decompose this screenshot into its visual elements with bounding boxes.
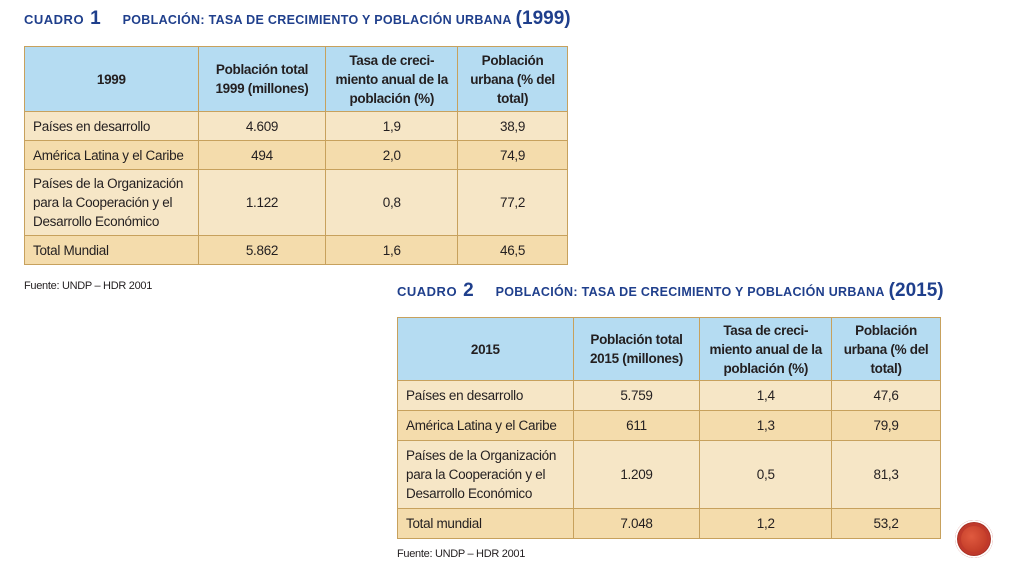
table-header-row: 1999 Población total 1999 (millones) Tas… bbox=[24, 46, 568, 112]
table-row: Países en desarrollo 5.759 1,4 47,6 bbox=[397, 380, 941, 411]
row-label: Países de la Organización para la Cooper… bbox=[24, 169, 199, 236]
cell-urbana: 81,3 bbox=[831, 440, 941, 509]
cell-total: 1.122 bbox=[197, 169, 327, 236]
cuadro-2-source: Fuente: UNDP – HDR 2001 bbox=[397, 548, 526, 560]
table-row: Total Mundial 5.862 1,6 46,5 bbox=[24, 235, 568, 265]
cell-tasa: 1,2 bbox=[699, 508, 833, 539]
cuadro-1-number: 1 bbox=[90, 8, 101, 29]
cuadro-2-title: CUADRO 2 POBLACIÓN: TASA DE CRECIMIENTO Y … bbox=[397, 280, 944, 302]
cell-tasa: 2,0 bbox=[325, 140, 459, 170]
column-header-total: Población total 1999 (millones) bbox=[197, 46, 327, 112]
row-label: Países de la Organización para la Cooper… bbox=[397, 440, 574, 509]
column-header-urbana: Población urbana (% del total) bbox=[457, 46, 568, 112]
table-row: Total mundial 7.048 1,2 53,2 bbox=[397, 508, 941, 539]
slide-nav-button[interactable] bbox=[955, 520, 993, 558]
cuadro-1-title: CUADRO 1 POBLACIÓN: TASA DE CRECIMIENTO Y … bbox=[24, 8, 571, 30]
cell-urbana: 46,5 bbox=[457, 235, 568, 265]
cell-urbana: 53,2 bbox=[831, 508, 941, 539]
cell-urbana: 38,9 bbox=[457, 111, 568, 141]
table-row: Países de la Organización para la Cooper… bbox=[397, 440, 941, 509]
cell-urbana: 74,9 bbox=[457, 140, 568, 170]
cuadro-2-number: 2 bbox=[463, 280, 474, 301]
table-header-row: 2015 Población total 2015 (millones) Tas… bbox=[397, 317, 941, 381]
cell-total: 611 bbox=[572, 410, 701, 441]
column-header-year: 1999 bbox=[24, 46, 199, 112]
column-header-urbana: Población urbana (% del total) bbox=[831, 317, 941, 381]
cell-urbana: 47,6 bbox=[831, 380, 941, 411]
column-header-total: Población total 2015 (millones) bbox=[572, 317, 701, 381]
cuadro-1-description: POBLACIÓN: TASA DE CRECIMIENTO Y POBLACI… bbox=[122, 13, 512, 27]
cell-total: 7.048 bbox=[572, 508, 701, 539]
row-label: América Latina y el Caribe bbox=[397, 410, 574, 441]
cell-tasa: 0,5 bbox=[699, 440, 833, 509]
row-label: Países en desarrollo bbox=[24, 111, 199, 141]
column-header-tasa: Tasa de creci-miento anual de la poblaci… bbox=[699, 317, 833, 381]
row-label: Países en desarrollo bbox=[397, 380, 574, 411]
cuadro-2-label: CUADRO bbox=[397, 284, 458, 299]
cell-total: 5.759 bbox=[572, 380, 701, 411]
row-label: Total Mundial bbox=[24, 235, 199, 265]
column-header-tasa: Tasa de creci-miento anual de la poblaci… bbox=[325, 46, 459, 112]
table-row: América Latina y el Caribe 494 2,0 74,9 bbox=[24, 140, 568, 170]
cell-total: 5.862 bbox=[197, 235, 327, 265]
table-row: América Latina y el Caribe 611 1,3 79,9 bbox=[397, 410, 941, 441]
cuadro-2-year: (2015) bbox=[888, 280, 944, 301]
table-row: Países de la Organización para la Cooper… bbox=[24, 169, 568, 236]
cuadro-1-source: Fuente: UNDP – HDR 2001 bbox=[24, 280, 153, 292]
cell-tasa: 1,4 bbox=[699, 380, 833, 411]
nav-circle-icon bbox=[961, 526, 987, 552]
cell-tasa: 1,9 bbox=[325, 111, 459, 141]
cell-total: 4.609 bbox=[197, 111, 327, 141]
cell-tasa: 1,6 bbox=[325, 235, 459, 265]
row-label: América Latina y el Caribe bbox=[24, 140, 199, 170]
cell-urbana: 79,9 bbox=[831, 410, 941, 441]
cell-tasa: 1,3 bbox=[699, 410, 833, 441]
row-label: Total mundial bbox=[397, 508, 574, 539]
cell-total: 494 bbox=[197, 140, 327, 170]
cuadro-1-table: 1999 Población total 1999 (millones) Tas… bbox=[24, 46, 568, 265]
table-row: Países en desarrollo 4.609 1,9 38,9 bbox=[24, 111, 568, 141]
cuadro-1-label: CUADRO bbox=[24, 12, 85, 27]
cuadro-2-table: 2015 Población total 2015 (millones) Tas… bbox=[397, 317, 941, 539]
cell-tasa: 0,8 bbox=[325, 169, 459, 236]
cell-total: 1.209 bbox=[572, 440, 701, 509]
cuadro-1-year: (1999) bbox=[515, 8, 571, 29]
column-header-year: 2015 bbox=[397, 317, 574, 381]
cuadro-2-description: POBLACIÓN: TASA DE CRECIMIENTO Y POBLACI… bbox=[495, 285, 885, 299]
cell-urbana: 77,2 bbox=[457, 169, 568, 236]
